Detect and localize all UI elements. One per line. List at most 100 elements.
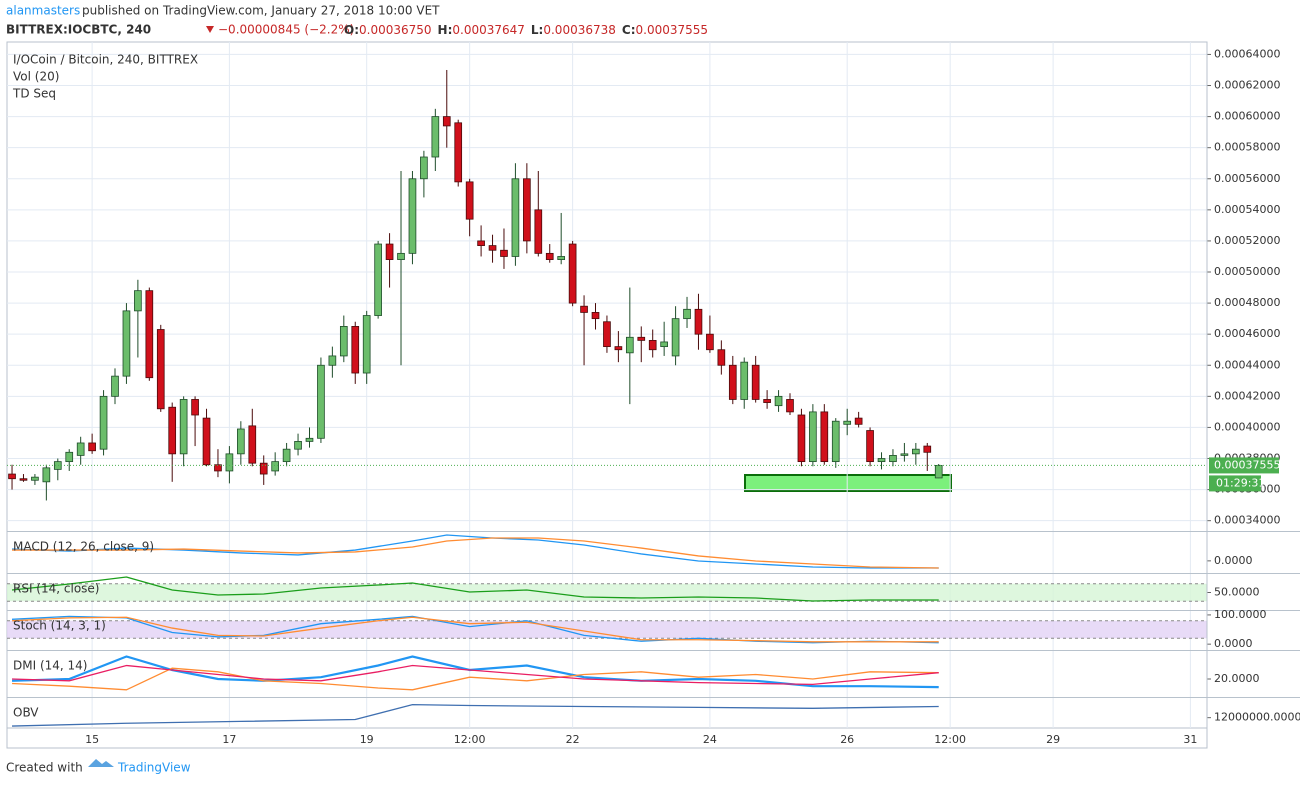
- x-tick-label: 12:00: [934, 733, 966, 746]
- candle-body: [614, 346, 623, 351]
- candle-body: [271, 461, 279, 472]
- indicator-line: [12, 703, 939, 727]
- y-tick-label: 0.00042000: [1214, 389, 1280, 402]
- candle-body: [900, 453, 909, 456]
- x-tick-label: 31: [1183, 733, 1197, 746]
- candle-body: [237, 428, 245, 455]
- candle-body: [877, 458, 886, 463]
- candle-body: [442, 116, 451, 127]
- x-tick-label: 12:00: [454, 733, 486, 746]
- candle-body: [523, 178, 531, 242]
- y-tick-label: 0.00046000: [1214, 327, 1280, 340]
- candle-body: [248, 425, 257, 464]
- candle-body: [763, 399, 771, 403]
- x-tick-label: 17: [222, 733, 236, 746]
- candle-body: [420, 156, 428, 180]
- pane-title: MACD (12, 26, close, 9): [13, 540, 154, 554]
- y-tick-label: 0.00034000: [1214, 514, 1280, 527]
- candle-body: [305, 437, 314, 442]
- candle-body: [134, 290, 142, 312]
- candle-body: [214, 464, 222, 472]
- x-tick-label: 15: [85, 733, 99, 746]
- candle-body: [660, 341, 668, 348]
- y-tick-label: 0.00064000: [1214, 47, 1280, 60]
- x-tick-label: 24: [703, 733, 717, 746]
- y-tick-label: 0.0000: [1214, 554, 1253, 567]
- pane-title: OBV: [13, 706, 39, 720]
- candle-body: [934, 465, 943, 479]
- candle-body: [259, 462, 268, 475]
- tv-logo: [88, 759, 114, 767]
- ohlc: O:0.00036750 H:0.00037647 L:0.00036738 C:0.…: [344, 23, 708, 37]
- candle-body: [740, 361, 749, 400]
- y-tick-label: 0.00048000: [1214, 296, 1280, 309]
- candle-body: [843, 420, 852, 425]
- candle-body: [568, 243, 577, 304]
- candle-body: [31, 476, 39, 481]
- candle-body: [912, 448, 920, 455]
- indicator-line: [11, 655, 939, 689]
- brand[interactable]: TradingView: [117, 761, 191, 775]
- candle-body: [351, 326, 360, 374]
- candle-body: [328, 355, 337, 366]
- candle-body: [500, 249, 508, 257]
- created-with: Created with: [6, 761, 83, 775]
- y-tick-label: 0.00054000: [1214, 203, 1280, 216]
- ohlc-value: 0.00037555: [636, 23, 709, 37]
- y-tick-label: 0.00040000: [1214, 420, 1280, 433]
- candle-body: [145, 290, 154, 379]
- price-label: 0.00037555: [1214, 458, 1280, 471]
- author[interactable]: alanmasters: [6, 4, 80, 18]
- candle-body: [854, 417, 863, 425]
- ohlc-label: H:: [438, 23, 453, 37]
- candle-body: [122, 310, 131, 377]
- candle-body: [683, 308, 691, 320]
- candle-body: [374, 243, 382, 316]
- candle-body: [809, 411, 817, 463]
- candle-body: [454, 122, 463, 183]
- candle-body: [202, 417, 211, 466]
- x-tick-label: 22: [566, 733, 580, 746]
- candle-body: [603, 321, 611, 348]
- candle-body: [774, 395, 783, 407]
- candle-body: [923, 445, 932, 453]
- candle-body: [706, 333, 714, 351]
- support-box: [744, 474, 952, 492]
- candle-body: [225, 453, 234, 472]
- y-tick-label: 20.0000: [1214, 672, 1260, 685]
- ohlc-value: 0.00037647: [452, 23, 525, 37]
- candle-body: [786, 399, 794, 413]
- candle-body: [580, 305, 588, 313]
- candle-body: [557, 256, 566, 260]
- pane-title: RSI (14, close): [13, 582, 99, 596]
- candle-body: [156, 329, 165, 410]
- candle-body: [65, 451, 74, 463]
- candle-body: [431, 116, 440, 158]
- candle-body: [820, 411, 829, 463]
- indicator-line: [12, 667, 939, 691]
- candle-body: [385, 243, 394, 260]
- y-tick-label: 100.0000: [1214, 608, 1267, 621]
- candle-body: [42, 467, 51, 483]
- y-tick-label: 0.00050000: [1214, 265, 1280, 278]
- y-tick-label: 50.0000: [1214, 586, 1260, 599]
- ohlc-value: 0.00036750: [359, 23, 432, 37]
- indicator-line: [12, 616, 939, 643]
- x-tick-label: 19: [360, 733, 374, 746]
- price-tag: [1209, 457, 1279, 474]
- countdown-tag: [1209, 475, 1261, 492]
- candle-body: [294, 441, 302, 450]
- candle-body: [168, 406, 177, 455]
- candle-body: [397, 252, 405, 260]
- ohlc-value: 0.00036738: [543, 23, 616, 37]
- candle-body: [751, 364, 760, 400]
- candle-body: [19, 478, 28, 481]
- indicator-name: Vol (20): [13, 70, 59, 84]
- ohlc-label: C:: [622, 23, 636, 37]
- y-tick-label: 0.00044000: [1214, 358, 1280, 371]
- candle-body: [694, 308, 703, 335]
- candle-body: [728, 364, 737, 400]
- candle-body: [797, 414, 806, 463]
- candle-body: [191, 399, 199, 416]
